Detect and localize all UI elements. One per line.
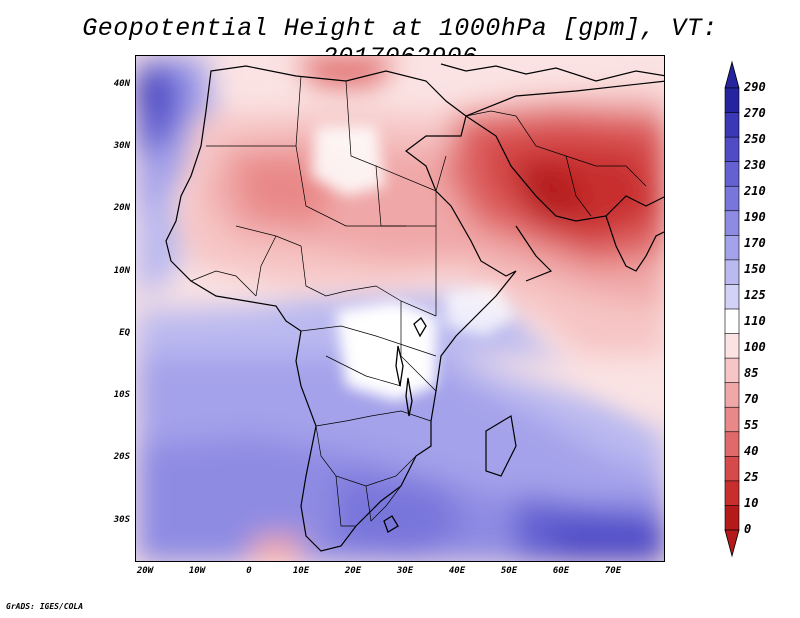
colorbar-label: 100 xyxy=(744,340,766,354)
lakes xyxy=(383,317,427,533)
lat-label-10n: 10N xyxy=(113,266,130,276)
colorbar-swatch xyxy=(724,406,740,433)
colorbar-swatch xyxy=(724,112,740,138)
colorbar-label: 85 xyxy=(744,366,759,380)
lon-label-40e: 40E xyxy=(448,566,466,576)
colorbar-swatch xyxy=(724,235,740,261)
colorbar-label: 270 xyxy=(744,106,766,120)
colorbar-swatch xyxy=(724,284,740,310)
colorbar-top-arrow xyxy=(724,60,740,89)
geopotential-map xyxy=(136,56,664,561)
lat-label-20n: 20N xyxy=(113,203,130,213)
colorbar-label: 150 xyxy=(744,262,766,276)
lon-label-50e: 50E xyxy=(500,566,518,576)
colorbar-label: 170 xyxy=(744,236,766,250)
colorbar-label: 125 xyxy=(744,288,766,302)
colorbar-label: 210 xyxy=(744,184,766,198)
colorbar-swatch xyxy=(724,136,740,163)
colorbar-label: 230 xyxy=(744,158,766,172)
colorbar-swatch xyxy=(724,382,740,409)
colorbar-swatch xyxy=(724,431,740,458)
colorbar-label: 55 xyxy=(744,418,759,432)
colorbar-swatch xyxy=(724,161,740,188)
lat-label-30s: 30S xyxy=(113,515,130,525)
colorbar-swatch xyxy=(724,210,740,237)
lon-label-30e: 30E xyxy=(396,566,414,576)
colorbar-label: 250 xyxy=(744,132,766,146)
colorbar-label: 40 xyxy=(744,444,759,458)
colorbar-swatch xyxy=(724,505,740,531)
colorbar-swatch xyxy=(724,480,740,507)
lat-label-eq: EQ xyxy=(119,328,130,338)
lon-label-70e: 70E xyxy=(604,566,622,576)
colorbar-swatch xyxy=(724,333,740,359)
colorbar-label: 0 xyxy=(744,522,752,536)
colorbar-swatch xyxy=(724,259,740,286)
lat-label-40n: 40N xyxy=(113,79,130,89)
lat-label-20s: 20S xyxy=(113,452,130,462)
colorbar-label: 25 xyxy=(744,470,759,484)
colorbar-swatch xyxy=(724,87,740,114)
lat-label-30n: 30N xyxy=(113,141,130,151)
lon-label-0: 0 xyxy=(246,566,252,576)
lat-label-10s: 10S xyxy=(113,390,130,400)
colorbar-swatch xyxy=(724,308,740,335)
political-borders xyxy=(190,75,647,527)
colorbar-label: 70 xyxy=(744,392,759,406)
colorbar-swatch xyxy=(724,185,740,212)
lon-label-20e: 20E xyxy=(344,566,362,576)
map-panel xyxy=(135,55,665,562)
grads-credit: GrADS: IGES/COLA xyxy=(6,602,84,611)
lon-label-60e: 60E xyxy=(552,566,570,576)
colorbar-swatch xyxy=(724,456,740,482)
coastlines xyxy=(165,63,664,552)
colorbar-bottom-arrow xyxy=(724,529,740,558)
lon-label-10e: 10E xyxy=(292,566,310,576)
colorbar-label: 110 xyxy=(744,314,766,328)
colorbar-label: 10 xyxy=(744,496,759,510)
colorbar-swatch xyxy=(724,357,740,384)
colorbar-label: 190 xyxy=(744,210,766,224)
field-high-regions xyxy=(136,56,664,561)
lon-label-10w: 10W xyxy=(188,566,206,576)
colorbar-label: 290 xyxy=(744,80,766,94)
lon-label-20w: 20W xyxy=(136,566,154,576)
